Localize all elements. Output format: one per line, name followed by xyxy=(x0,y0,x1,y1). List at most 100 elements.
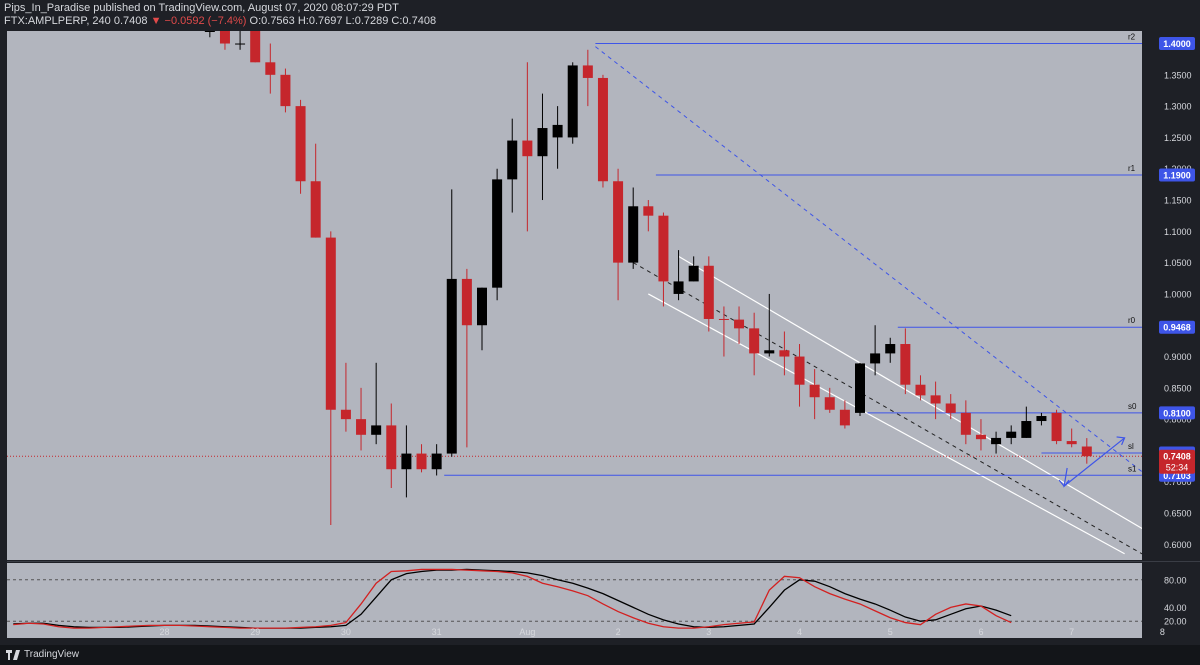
level-badge-s0 xyxy=(1159,406,1195,420)
candle xyxy=(597,74,608,188)
candle-body xyxy=(688,265,699,282)
candle-body xyxy=(265,62,276,75)
level-badge-label-r2: 1.4000 xyxy=(1163,39,1191,49)
candle xyxy=(1036,412,1047,426)
level-badge-label-s0: 0.8100 xyxy=(1163,408,1191,418)
price-tick-label: 0.7000 xyxy=(1164,477,1192,487)
candle xyxy=(1066,428,1077,448)
candle xyxy=(658,212,669,307)
level-badge-r1 xyxy=(1159,168,1195,182)
candle xyxy=(537,93,548,201)
level-tag-s0: s0 xyxy=(1128,402,1137,411)
price-tick-label: 0.6000 xyxy=(1164,540,1192,550)
candle-body xyxy=(749,328,760,354)
candle-body xyxy=(1051,412,1062,442)
candle xyxy=(809,369,820,420)
candle xyxy=(643,200,654,232)
level-tag-r1: r1 xyxy=(1128,164,1136,173)
price-tick-label: 1.1000 xyxy=(1164,227,1192,237)
candle-body xyxy=(855,363,865,413)
candle xyxy=(900,328,911,395)
candle xyxy=(839,400,850,429)
symbol-label[interactable]: FTX:AMPLPERP, 240 xyxy=(4,15,111,27)
candle-body xyxy=(1081,446,1092,457)
candle-body xyxy=(235,43,246,45)
candle xyxy=(1021,406,1032,438)
candle-body xyxy=(477,287,487,326)
time-axis[interactable]: 28293031Aug23456789 xyxy=(159,627,1200,637)
candle xyxy=(870,325,881,376)
candle-body xyxy=(870,353,881,364)
candle-body xyxy=(1006,431,1017,438)
publish-info: Pips_In_Paradise published on TradingVie… xyxy=(4,2,399,14)
stochastic-pane-background xyxy=(7,563,1142,638)
candle xyxy=(522,62,533,232)
candle xyxy=(477,287,487,351)
price-tick-label: 1.1500 xyxy=(1164,196,1192,206)
candle-body xyxy=(522,140,533,157)
trend-channel xyxy=(595,46,1142,555)
chart-header: Pips_In_Paradise published on TradingVie… xyxy=(0,0,1200,28)
channel-upper-dashed xyxy=(595,46,1142,473)
stoch-tick-label: 80.00 xyxy=(1164,575,1187,585)
candle-body xyxy=(945,403,956,413)
candle xyxy=(219,31,230,50)
price-axis[interactable]: 0.60000.65000.70000.75000.80000.85000.90… xyxy=(7,28,1200,645)
candle xyxy=(824,387,835,413)
candle xyxy=(749,312,760,376)
time-tick-label: 3 xyxy=(706,627,711,637)
candle xyxy=(446,189,457,457)
candle-body xyxy=(537,128,548,157)
price-tick-label: 0.8500 xyxy=(1164,383,1192,393)
candle-body xyxy=(628,206,639,263)
time-tick-label: 31 xyxy=(432,627,442,637)
stoch-tick-label: 20.00 xyxy=(1164,617,1187,627)
candle xyxy=(356,387,367,451)
candle xyxy=(235,31,246,50)
brand-name: TradingView xyxy=(24,649,80,660)
time-tick-label: 5 xyxy=(888,627,893,637)
candle xyxy=(507,118,518,213)
price-axis-background xyxy=(1142,28,1200,645)
candle xyxy=(764,293,775,357)
current-price-badge xyxy=(1159,449,1195,474)
level-tag-s1: s1 xyxy=(1128,464,1137,473)
candle xyxy=(779,331,790,376)
candle-body xyxy=(431,453,442,470)
candle xyxy=(582,49,593,107)
price-tick-label: 1.0500 xyxy=(1164,258,1192,268)
time-tick-label: 28 xyxy=(159,627,169,637)
candle xyxy=(325,231,336,525)
candle-body xyxy=(204,31,215,32)
candle-body xyxy=(991,437,1002,445)
candle xyxy=(416,444,427,473)
candle xyxy=(734,306,745,345)
candle-body xyxy=(567,65,578,138)
candle-body xyxy=(718,318,729,320)
level-badge-r0 xyxy=(1159,320,1195,334)
symbol-info: FTX:AMPLPERP, 240 0.7408 ▼ −0.0592 (−7.4… xyxy=(4,15,436,27)
projection-arrow xyxy=(1058,436,1126,488)
time-tick-label: 7 xyxy=(1069,627,1074,637)
level-badge-label-r0: 0.9468 xyxy=(1163,323,1191,333)
channel-lower-solid xyxy=(648,293,1125,555)
time-tick-label: 8 xyxy=(1160,627,1165,637)
candle xyxy=(431,444,442,476)
candle-body xyxy=(794,356,805,385)
candle xyxy=(688,256,699,282)
candle xyxy=(386,403,397,489)
price-tick-label: 1.0000 xyxy=(1164,289,1192,299)
candle-body xyxy=(1066,441,1077,445)
candle-body xyxy=(915,384,926,396)
last-price: 0.7408 xyxy=(113,15,148,27)
candle xyxy=(1051,409,1062,445)
bar-countdown: 52:34 xyxy=(1166,463,1189,473)
candle-body xyxy=(461,278,472,326)
candle-body xyxy=(1021,421,1032,438)
candle-body xyxy=(975,434,986,440)
price-tick-label: 0.6500 xyxy=(1164,509,1192,519)
candle-body xyxy=(900,344,911,385)
candle-body xyxy=(779,350,790,357)
candle-body xyxy=(507,140,518,180)
